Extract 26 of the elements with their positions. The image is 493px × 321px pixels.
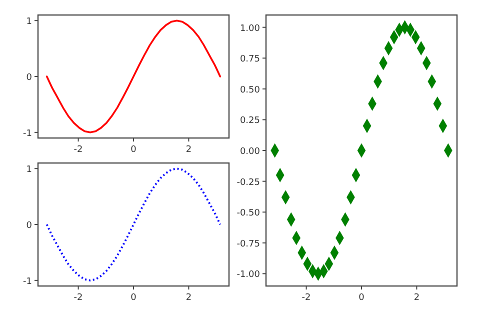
line-series bbox=[46, 168, 222, 282]
y-tick-label: -1 bbox=[23, 128, 32, 139]
y-tick-label: 0.25 bbox=[240, 116, 260, 126]
x-tick-label: 2 bbox=[414, 293, 420, 303]
y-tick-label: 0.50 bbox=[240, 85, 260, 96]
y-tick-label: -0.75 bbox=[236, 239, 260, 250]
y-tick-label: -0.50 bbox=[236, 208, 260, 219]
y-tick-label: 1 bbox=[26, 17, 32, 28]
y-tick-label: 1.00 bbox=[240, 24, 260, 34]
x-tick-label: 2 bbox=[186, 293, 192, 303]
y-tick-label: 0 bbox=[26, 73, 32, 83]
y-tick-label: 1 bbox=[26, 165, 32, 176]
y-tick-label: -1 bbox=[23, 276, 32, 287]
y-tick-label: 0 bbox=[26, 221, 32, 231]
y-tick-label: -1.00 bbox=[236, 270, 260, 280]
x-tick-label: 0 bbox=[130, 293, 137, 303]
y-tick-label: -0.25 bbox=[236, 178, 260, 188]
line-series bbox=[46, 20, 222, 134]
x-tick-label: -2 bbox=[74, 293, 83, 303]
x-tick-label: 0 bbox=[130, 145, 137, 155]
x-tick-label: 0 bbox=[358, 293, 365, 303]
x-tick-label: -2 bbox=[302, 293, 311, 303]
x-tick-label: -2 bbox=[74, 145, 83, 155]
y-tick-label: 0.00 bbox=[240, 147, 260, 157]
x-tick-label: 2 bbox=[186, 145, 192, 155]
y-tick-label: 0.75 bbox=[240, 54, 260, 65]
